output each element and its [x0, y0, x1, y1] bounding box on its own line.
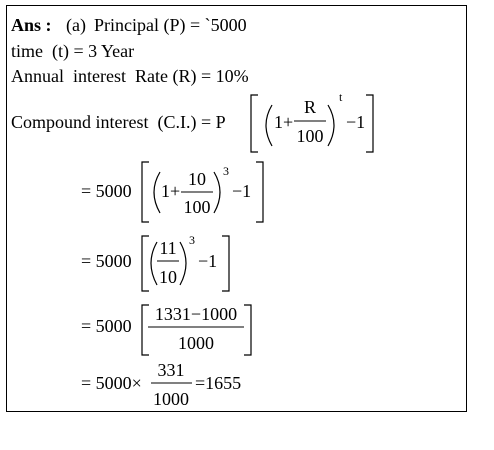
result: =1655 [195, 373, 241, 393]
denominator: 1000 [178, 333, 214, 353]
bracket [141, 235, 149, 292]
given-time: time (t) = 3 Year [11, 41, 134, 62]
denominator: 1000 [153, 389, 189, 409]
numerator: R [304, 97, 316, 117]
paren [213, 171, 221, 214]
bracket [256, 161, 264, 223]
answer-label: Ans : [11, 15, 52, 35]
denominator: 100 [297, 126, 324, 146]
paren [265, 104, 273, 147]
exponent: t [339, 90, 343, 104]
step-lhs: = 5000 [81, 181, 132, 201]
answer-box [6, 5, 467, 412]
step-term: 1+ [161, 181, 180, 201]
numerator: 331 [158, 360, 185, 380]
numerator: 1331−1000 [155, 304, 237, 324]
part-label: (a) [66, 15, 86, 36]
formula-term: 1+ [274, 112, 293, 132]
step-lhs: = 5000 [81, 316, 132, 336]
bracket [250, 94, 258, 153]
bracket [141, 304, 149, 356]
numerator: 11 [159, 238, 176, 258]
denominator: 10 [159, 267, 177, 287]
exponent: 3 [189, 233, 195, 247]
step-lhs: = 5000 [81, 251, 132, 271]
formula-lhs: Compound interest (C.I.) = P [11, 112, 226, 133]
paren [150, 241, 158, 286]
step-lhs: = 5000× [81, 373, 142, 393]
bracket [222, 235, 230, 292]
paren [179, 241, 187, 286]
given-rate: Annual interest Rate (R) = 10% [11, 66, 249, 87]
bracket [141, 161, 149, 223]
exponent: 3 [223, 164, 229, 178]
step-tail: −1 [232, 181, 251, 201]
paren [153, 171, 161, 214]
formula-tail: −1 [346, 112, 365, 132]
step-tail: −1 [198, 251, 217, 271]
paren [327, 104, 335, 147]
numerator: 10 [188, 169, 206, 189]
principal: Principal (P) = `5000 [94, 15, 247, 36]
bracket [244, 304, 252, 356]
bracket [366, 94, 374, 153]
denominator: 100 [184, 197, 211, 217]
